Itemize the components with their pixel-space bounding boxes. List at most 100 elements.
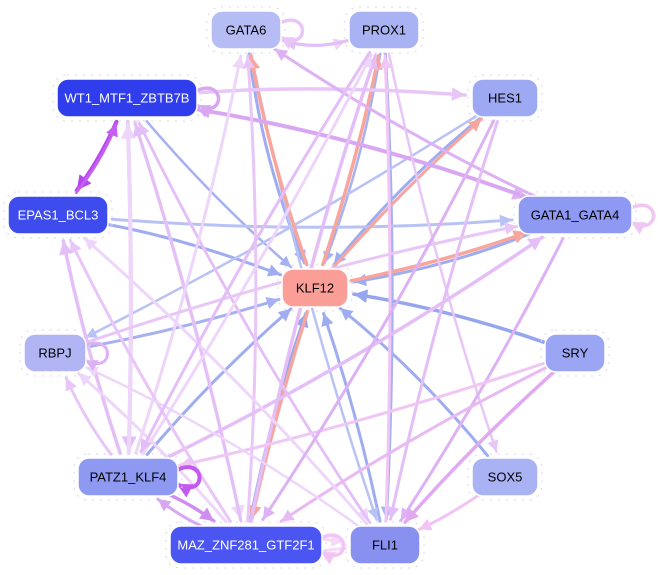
node-frame — [344, 6, 424, 54]
edge-patz1-maz-arrowhead — [198, 507, 214, 522]
node-box[interactable] — [56, 78, 198, 118]
edge-fli1-klf12-arrowhead — [321, 313, 334, 327]
edge-layer — [59, 18, 656, 565]
node-box[interactable] — [348, 10, 420, 50]
edge-klf12-hes1-path — [332, 117, 483, 269]
node-box[interactable] — [77, 457, 179, 497]
node-klf12[interactable]: KLF12 — [277, 264, 353, 312]
edge-gata1-wt1-path — [194, 107, 532, 201]
node-frame — [165, 521, 327, 569]
edge-wt1-hes1-path — [198, 87, 468, 97]
edge-hes1-fli1-path — [389, 120, 499, 521]
node-gata6[interactable]: GATA6 — [206, 6, 286, 54]
edge-patz1-prox1-arrowhead — [360, 54, 372, 69]
edge-fli1-epas1-arrowhead — [84, 238, 98, 251]
edge-hes1-maz — [261, 119, 496, 521]
edge-rbpj-rbpj-selfloop — [83, 341, 109, 372]
edge-wt1-wt1-selfloop-arrowhead — [196, 105, 212, 118]
edge-wt1-wt1-selfloop — [194, 86, 221, 118]
edge-prox1-klf12-path — [323, 52, 382, 265]
edge-sry-maz-path — [279, 365, 549, 523]
edge-patz1-rbpj-path — [64, 376, 113, 456]
node-sry[interactable]: SRY — [540, 329, 610, 377]
node-frame — [513, 191, 637, 239]
node-box[interactable] — [210, 10, 282, 50]
node-box[interactable] — [517, 195, 633, 235]
edge-gata1-gata1-selfloop — [629, 203, 656, 235]
edge-gata1-fli1-arrowhead — [400, 507, 413, 521]
node-gata1[interactable]: GATA1_GATA4 — [513, 191, 637, 239]
edge-sox5-fli1-arrowhead — [418, 518, 433, 531]
edge-wt1-klf12-path — [145, 119, 293, 269]
edge-hes1-rbpj-arrowhead — [85, 327, 98, 338]
edge-sox5-klf12-arrowhead — [340, 308, 354, 321]
node-layer: GATA6 PROX1 WT1_MTF1_ZBTB7B HES1 EPAS1_BCL3 G… — [3, 6, 637, 569]
edge-wt1-hes1-arrowhead — [451, 87, 466, 101]
node-box[interactable] — [169, 525, 323, 565]
edge-hes1-maz-arrowhead — [262, 505, 275, 520]
node-fli1[interactable]: FLI1 — [345, 521, 425, 569]
node-rbpj[interactable]: RBPJ — [19, 329, 91, 377]
edge-prox1-patz1-path — [139, 50, 372, 454]
edge-sry-klf12 — [352, 289, 546, 344]
edge-fli1-epas1 — [82, 236, 369, 526]
edge-patz1-epas1-arrowhead — [59, 240, 73, 256]
edge-patz1-klf12-path — [145, 307, 293, 456]
edge-wt1-klf12-arrowhead — [279, 255, 292, 268]
edge-sry-klf12-arrowhead — [353, 289, 369, 303]
edge-fli1-prox1 — [379, 54, 392, 523]
edge-maz-rbpj-arrowhead — [78, 373, 92, 387]
edge-patz1-prox1-path — [141, 53, 373, 456]
node-frame — [540, 329, 610, 377]
node-maz[interactable]: MAZ_ZNF281_GTF2F1 — [165, 521, 327, 569]
node-epas1[interactable]: EPAS1_BCL3 — [3, 191, 113, 239]
edge-patz1-klf12-arrowhead — [277, 308, 292, 322]
edge-rbpj-gata1-arrowhead — [504, 222, 518, 235]
edge-fli1-rbpj — [85, 366, 361, 528]
edge-klf12-hes1 — [332, 117, 483, 269]
edge-prox1-sox5-path — [387, 52, 498, 453]
edge-rbpj-klf12-arrowhead — [265, 297, 279, 309]
edge-sry-patz1-path — [177, 362, 545, 468]
edge-patz1-prox1 — [141, 53, 373, 456]
edge-patz1-patz1-selfloop-arrowhead — [177, 484, 194, 498]
edge-fli1-wt1-arrowhead — [139, 123, 150, 137]
node-box[interactable] — [23, 333, 87, 373]
edge-patz1-patz1-selfloop — [175, 465, 202, 498]
edge-fli1-rbpj-arrowhead — [86, 367, 99, 378]
edge-prox1-sox5 — [387, 52, 499, 453]
edge-sox5-klf12-path — [338, 306, 490, 458]
edge-prox1-patz1-arrowhead — [140, 437, 153, 452]
edge-maz-fli1-arrowhead — [330, 534, 344, 547]
node-sox5[interactable]: SOX5 — [467, 453, 543, 501]
node-box[interactable] — [281, 268, 349, 308]
node-wt1[interactable]: WT1_MTF1_ZBTB7B — [52, 74, 202, 122]
edge-gata1-gata1-selfloop-arrowhead — [631, 222, 647, 235]
edge-maz-epas1-path — [68, 238, 232, 523]
edge-klf12-hes1-arrowhead — [468, 118, 482, 132]
edge-fli1-klf12-path — [322, 311, 382, 523]
edge-klf12-gata1-path — [349, 230, 529, 283]
edge-epas1-wt1-arrowhead — [106, 123, 118, 138]
node-frame — [206, 6, 286, 54]
node-box[interactable] — [471, 457, 539, 497]
edge-patz1-epas1 — [59, 239, 122, 455]
edge-hes1-fli1-arrowhead — [386, 505, 400, 520]
edge-gata1-klf12-path — [352, 231, 535, 284]
edge-klf12-gata1 — [349, 230, 529, 283]
node-prox1[interactable]: PROX1 — [344, 6, 424, 54]
node-box[interactable] — [544, 333, 606, 373]
node-box[interactable] — [349, 525, 421, 565]
edge-gata6-gata6-selfloop — [278, 18, 305, 50]
node-hes1[interactable]: HES1 — [467, 74, 543, 122]
edge-prox1-sox5-arrowhead — [487, 439, 499, 452]
node-box[interactable] — [7, 195, 109, 235]
edge-hes1-maz-path — [261, 119, 496, 521]
edge-sry-fli1 — [403, 370, 556, 524]
edge-sry-maz — [279, 365, 549, 523]
edge-patz1-wt1-arrowhead — [120, 123, 136, 139]
node-patz1[interactable]: PATZ1_KLF4 — [73, 453, 183, 501]
edge-maz-epas1-arrowhead — [70, 240, 82, 255]
node-box[interactable] — [471, 78, 539, 118]
